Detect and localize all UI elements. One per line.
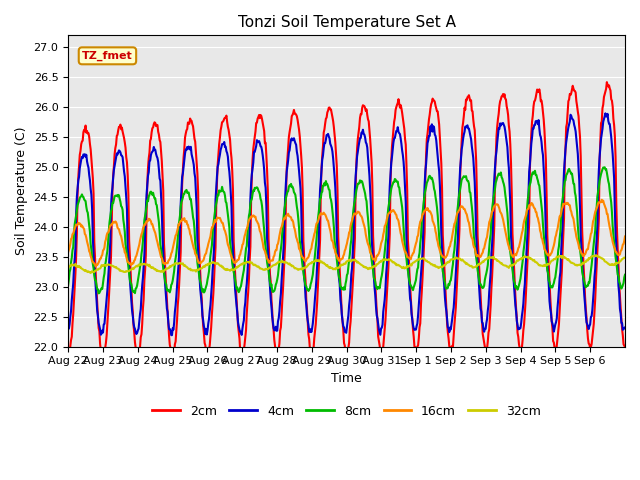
8cm	[405, 274, 413, 279]
Line: 4cm: 4cm	[68, 113, 625, 335]
Text: TZ_fmet: TZ_fmet	[82, 51, 133, 61]
8cm	[131, 288, 138, 294]
4cm	[602, 110, 609, 116]
X-axis label: Time: Time	[332, 372, 362, 385]
32cm	[64, 265, 72, 271]
8cm	[282, 201, 289, 207]
2cm	[603, 79, 611, 85]
32cm	[592, 252, 600, 258]
16cm	[436, 248, 444, 254]
32cm	[621, 255, 629, 261]
16cm	[64, 249, 72, 255]
4cm	[64, 326, 72, 332]
4cm	[233, 303, 241, 309]
16cm	[131, 258, 138, 264]
4cm	[168, 332, 176, 338]
16cm	[405, 255, 413, 261]
8cm	[64, 282, 72, 288]
Line: 32cm: 32cm	[68, 255, 625, 273]
2cm	[436, 135, 444, 141]
16cm	[233, 259, 241, 264]
16cm	[260, 247, 268, 252]
4cm	[405, 272, 413, 277]
4cm	[282, 193, 289, 199]
Title: Tonzi Soil Temperature Set A: Tonzi Soil Temperature Set A	[237, 15, 456, 30]
4cm	[436, 182, 444, 188]
4cm	[621, 324, 629, 330]
8cm	[601, 164, 609, 170]
2cm	[99, 358, 107, 364]
2cm	[405, 250, 413, 255]
Legend: 2cm, 4cm, 8cm, 16cm, 32cm: 2cm, 4cm, 8cm, 16cm, 32cm	[147, 400, 546, 423]
16cm	[92, 264, 100, 269]
16cm	[598, 197, 605, 203]
8cm	[233, 286, 241, 292]
2cm	[260, 128, 268, 134]
2cm	[64, 353, 72, 359]
2cm	[282, 240, 289, 245]
8cm	[260, 228, 268, 233]
16cm	[621, 234, 629, 240]
Y-axis label: Soil Temperature (C): Soil Temperature (C)	[15, 127, 28, 255]
Line: 16cm: 16cm	[68, 200, 625, 266]
4cm	[130, 320, 138, 326]
32cm	[260, 267, 268, 273]
8cm	[95, 290, 102, 296]
2cm	[131, 329, 138, 335]
8cm	[436, 244, 444, 250]
32cm	[436, 264, 444, 270]
2cm	[233, 298, 241, 303]
Line: 2cm: 2cm	[68, 82, 625, 361]
32cm	[87, 270, 95, 276]
4cm	[260, 167, 268, 173]
2cm	[621, 344, 629, 349]
32cm	[405, 264, 413, 269]
32cm	[131, 265, 138, 271]
Line: 8cm: 8cm	[68, 167, 625, 293]
8cm	[621, 272, 629, 277]
32cm	[233, 264, 241, 270]
32cm	[282, 259, 289, 265]
16cm	[282, 216, 289, 221]
